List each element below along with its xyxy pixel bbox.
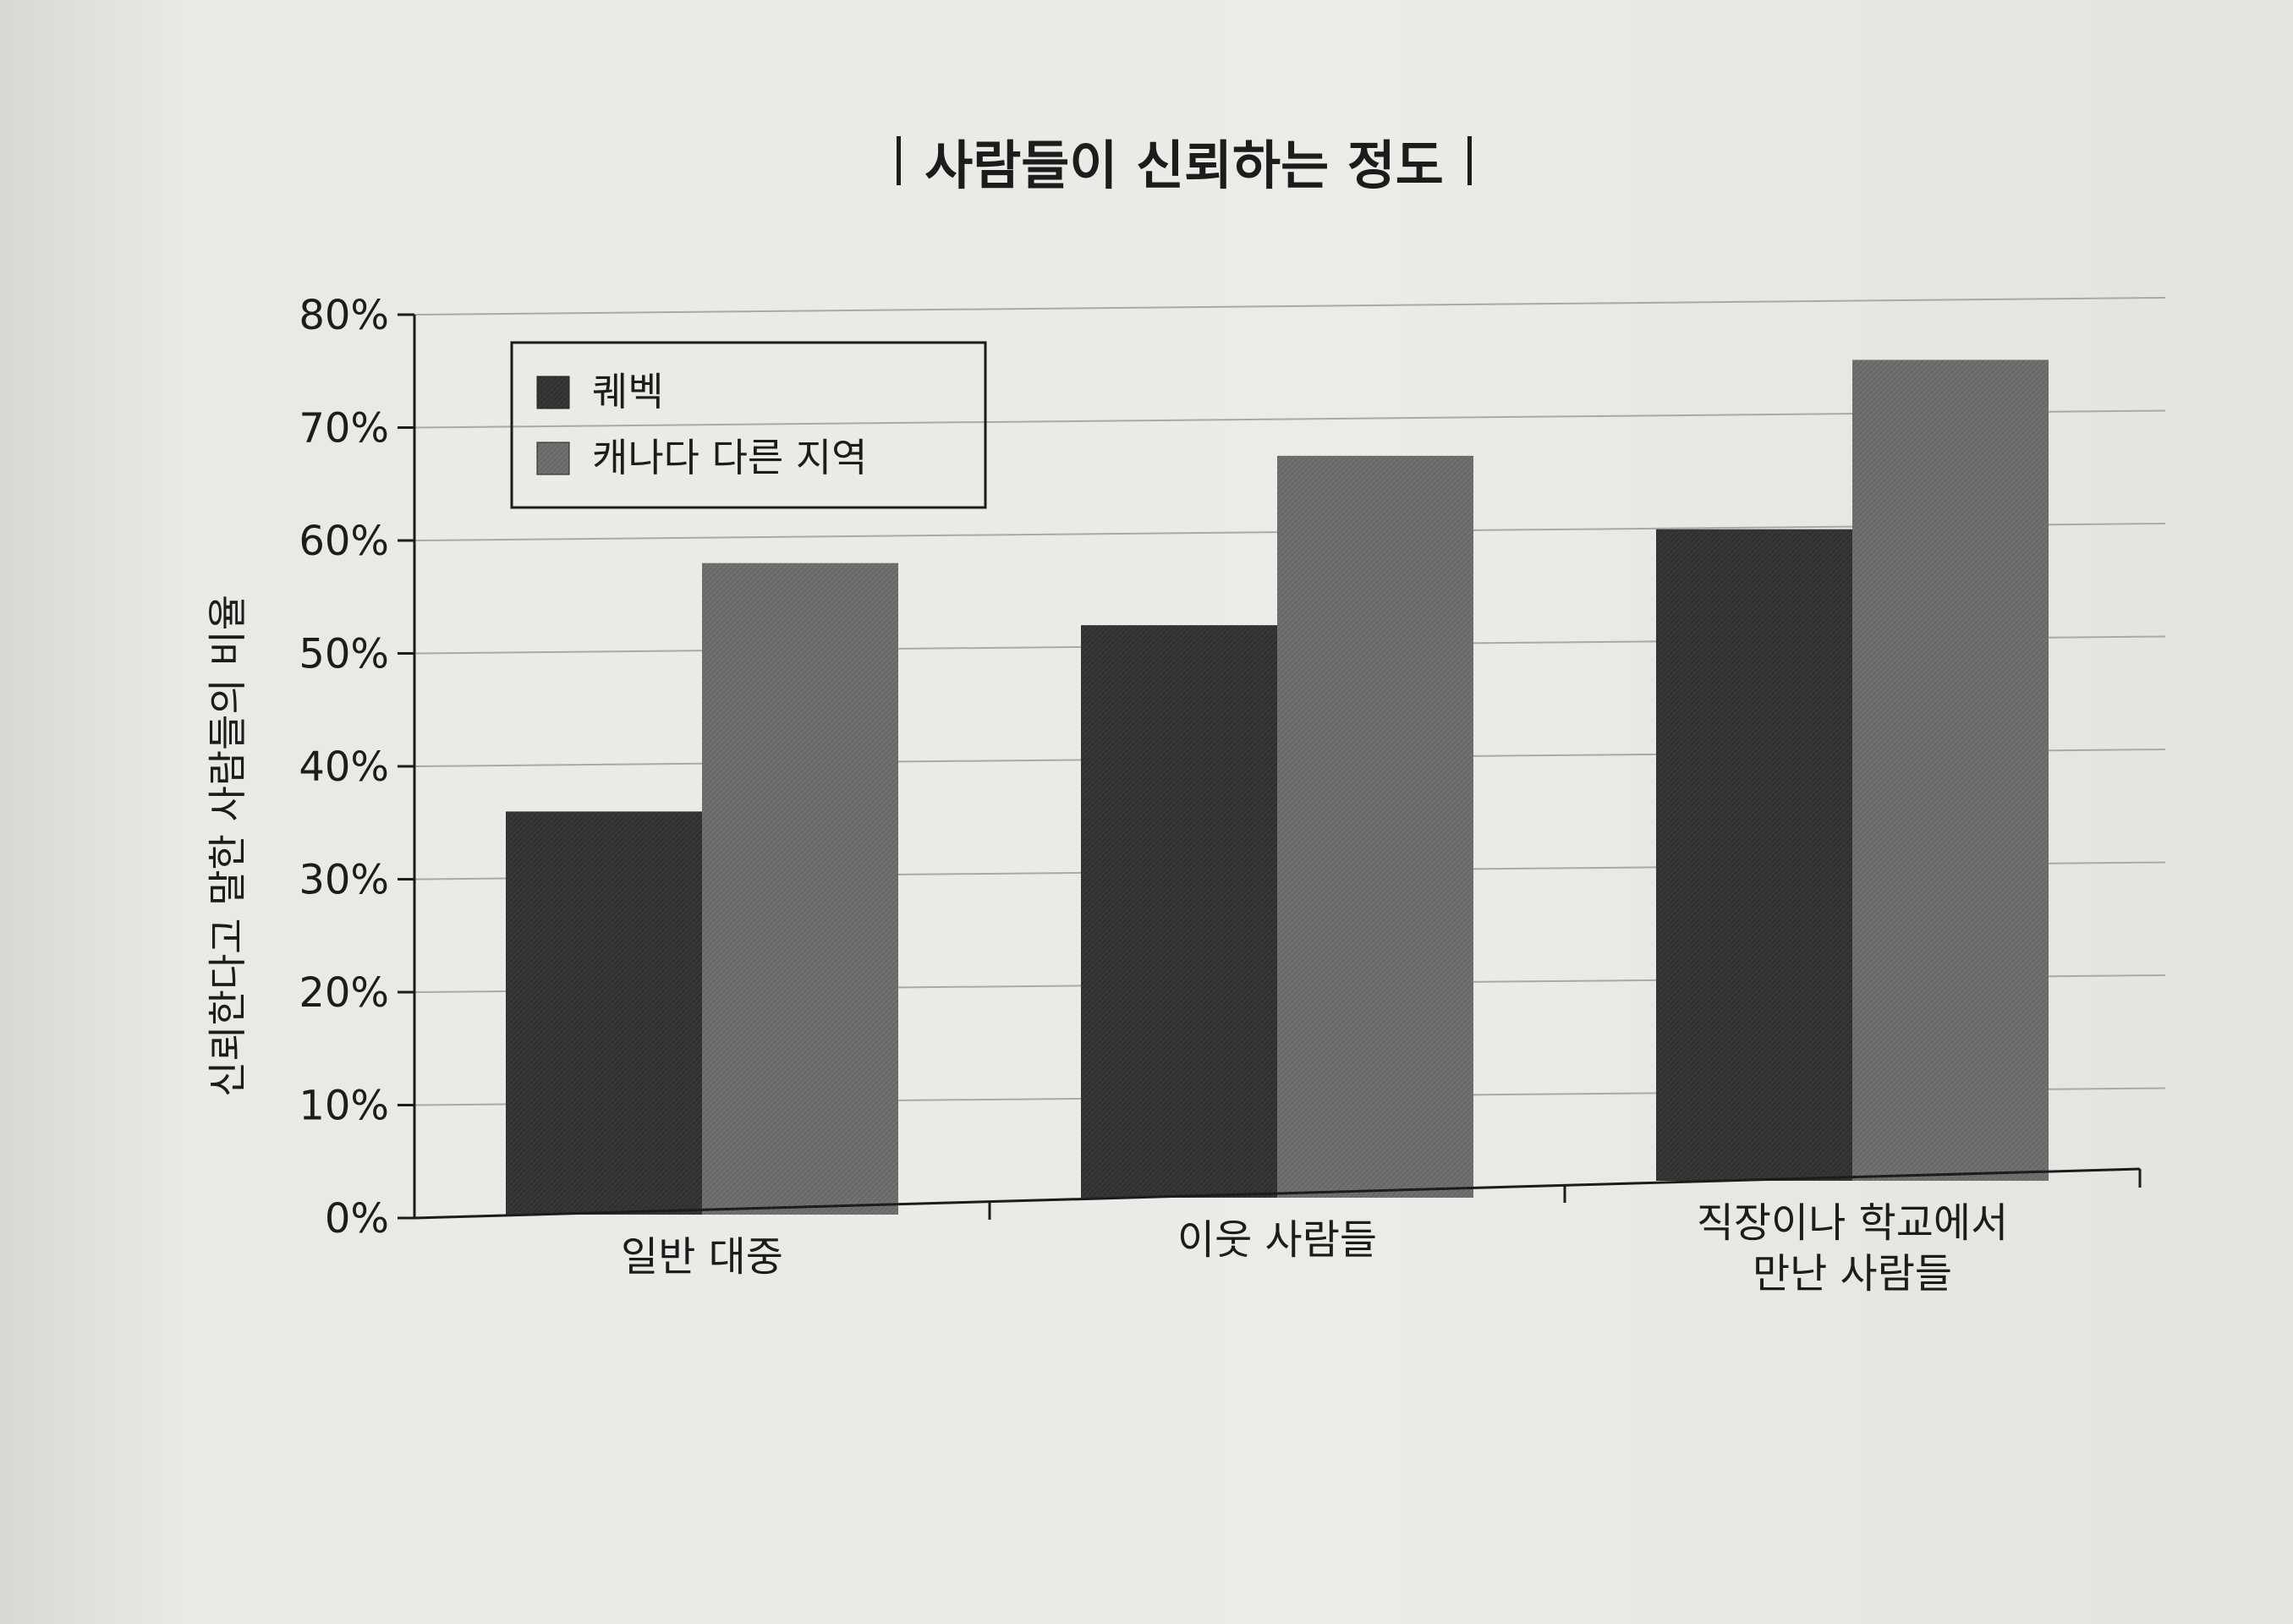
- y-tick-label: 80%: [299, 292, 389, 339]
- legend-swatch: [536, 376, 570, 409]
- bar: [506, 811, 702, 1215]
- x-tick-label: 이웃 사람들: [1177, 1216, 1377, 1264]
- y-tick-label: 20%: [299, 969, 389, 1017]
- bar: [702, 562, 898, 1215]
- bar: [1081, 625, 1277, 1198]
- grid-line: [414, 297, 2166, 315]
- bar: [1277, 455, 1473, 1198]
- y-tick-label: 0%: [325, 1195, 389, 1243]
- x-tick-label: 만난 사람들: [1753, 1250, 1952, 1298]
- chart-title-text: 사람들이 신뢰하는 정도: [924, 134, 1444, 196]
- legend-swatch: [536, 442, 570, 475]
- chart-title: 사람들이 신뢰하는 정도: [846, 118, 1522, 203]
- bars: [506, 359, 2049, 1215]
- x-axis-line: [414, 1167, 2141, 1220]
- y-tick-label: 60%: [299, 518, 389, 565]
- y-tick-label: 40%: [299, 743, 389, 791]
- y-tick-labels: 0% 10% 20% 30% 40% 50% 60% 70% 80%: [299, 292, 389, 1243]
- axes: [398, 313, 2142, 1220]
- y-tick-label: 70%: [299, 405, 389, 453]
- title-left-bar: [897, 136, 902, 185]
- x-tick-label: 일반 대중: [621, 1233, 783, 1281]
- legend-label: 퀘벡: [592, 369, 664, 414]
- y-axis-label: 신뢰한다고 말한 사람들의 비율: [205, 595, 250, 1097]
- y-tick-label: 50%: [299, 631, 389, 678]
- bar: [1852, 359, 2049, 1181]
- bar: [1656, 529, 1852, 1181]
- y-tick-label: 10%: [299, 1083, 389, 1130]
- legend-label: 캐나다 다른 지역: [592, 435, 867, 480]
- x-tick-label: 직장이나 학교에서: [1697, 1199, 2009, 1247]
- y-tick-label: 30%: [299, 857, 389, 904]
- legend-box: [510, 341, 987, 509]
- title-right-bar: [1467, 136, 1472, 185]
